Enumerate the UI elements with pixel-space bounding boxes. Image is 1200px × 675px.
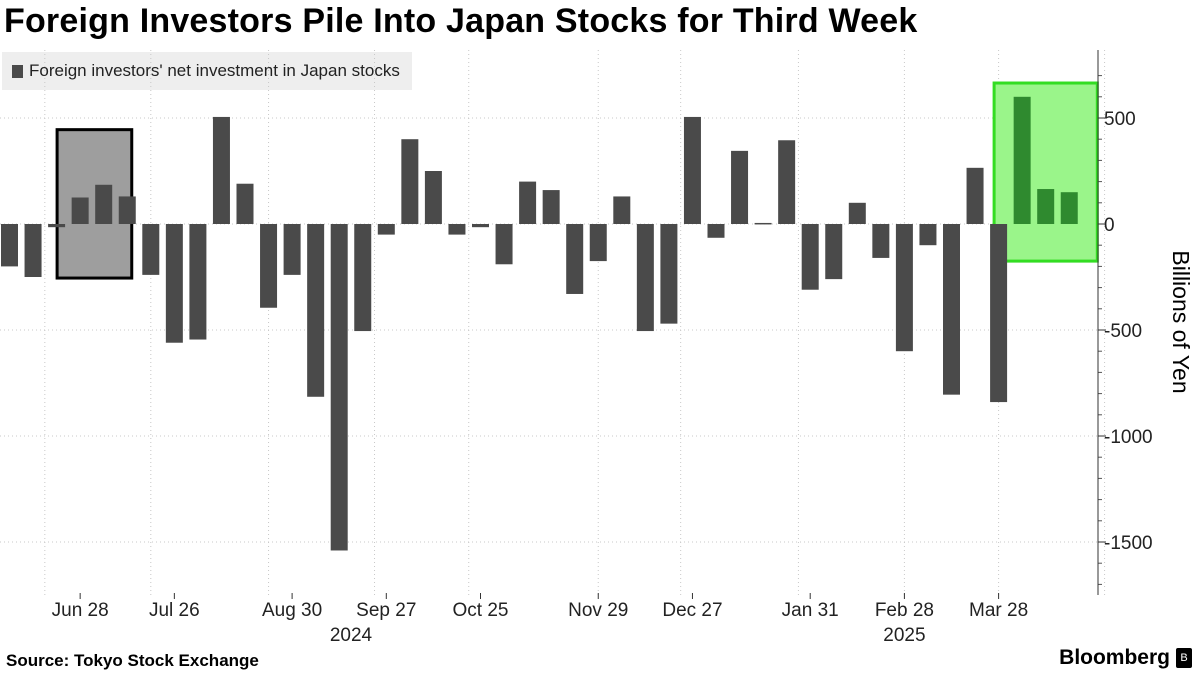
legend: Foreign investors' net investment in Jap…	[2, 52, 412, 90]
bar	[260, 224, 278, 308]
bar	[589, 224, 607, 262]
bar	[566, 224, 584, 294]
bar	[377, 224, 395, 235]
bloomberg-mark-icon: B	[1176, 648, 1192, 668]
bar	[825, 224, 843, 280]
bar	[919, 224, 937, 246]
green-highlight-box	[992, 81, 1099, 263]
bar	[212, 116, 230, 224]
bars	[1, 96, 1078, 551]
bar	[848, 202, 866, 224]
bar	[754, 222, 772, 225]
y-tick-label: -1500	[1104, 533, 1153, 554]
bar	[683, 116, 701, 224]
bar	[1, 224, 18, 267]
x-tick-label: Sep 27	[356, 600, 416, 621]
source-note: Source: Tokyo Stock Exchange	[6, 651, 259, 670]
bar	[1037, 189, 1055, 224]
bar	[1060, 192, 1078, 224]
bar	[519, 181, 537, 224]
bar	[707, 224, 725, 238]
x-tick-label: Jul 26	[149, 600, 200, 621]
bar	[401, 139, 419, 224]
bloomberg-logo: Bloomberg	[1059, 646, 1170, 669]
brand: Bloomberg B	[1059, 646, 1192, 670]
bar	[636, 224, 654, 332]
bar	[142, 224, 160, 275]
legend-swatch	[12, 64, 23, 78]
x-tick-label: Oct 25	[453, 600, 509, 621]
bar	[354, 224, 372, 332]
bar	[472, 224, 489, 228]
bar	[495, 224, 513, 265]
x-tick-label: Mar 28	[969, 600, 1028, 621]
bar	[24, 224, 42, 277]
x-tick-label: Dec 27	[662, 600, 722, 621]
bar	[424, 171, 442, 224]
x-axis-labels: Jun 28 Jul 26 Aug 30 Sep 27 Oct 25 Nov 29 Dec …	[52, 593, 1028, 646]
bar	[71, 197, 89, 224]
x-tick-label: Feb 28	[875, 600, 934, 621]
bar	[165, 224, 183, 343]
x-tick-label: Nov 29	[568, 600, 628, 621]
bar	[801, 224, 819, 290]
gridlines	[0, 50, 1106, 595]
x-tick-label: Aug 30	[262, 600, 322, 621]
x-year-label: 2024	[330, 625, 373, 646]
bar	[542, 190, 560, 224]
bar	[307, 224, 325, 397]
y-tick-label: 500	[1104, 109, 1136, 130]
legend-label: Foreign investors' net investment in Jap…	[29, 61, 400, 80]
y-axis-title: Billions of Yen	[1168, 250, 1194, 393]
bar	[895, 224, 913, 352]
bar	[236, 183, 254, 224]
bar	[1013, 96, 1031, 224]
bar	[872, 224, 890, 258]
bar	[330, 224, 348, 551]
y-tick-label: 0	[1104, 215, 1115, 236]
x-tick-label: Jun 28	[52, 600, 109, 621]
bar	[990, 224, 1008, 403]
annotation-boxes	[55, 81, 1099, 280]
bar	[283, 224, 301, 275]
x-tick-label: Jan 31	[782, 600, 839, 621]
y-axis: 500 0 -500 -1000 -1500	[1097, 50, 1153, 595]
chart-title: Foreign Investors Pile Into Japan Stocks…	[4, 2, 918, 40]
bar	[448, 224, 466, 235]
bar	[660, 224, 678, 324]
bar	[778, 140, 796, 224]
bar	[118, 196, 136, 224]
bar	[95, 184, 113, 224]
y-tick-label: -500	[1104, 321, 1142, 342]
y-tick-label: -1000	[1104, 427, 1153, 448]
bar	[731, 150, 749, 224]
bar	[189, 224, 207, 340]
bar	[48, 224, 66, 228]
bar	[613, 196, 631, 224]
bar	[943, 224, 960, 395]
x-year-label: 2025	[883, 625, 925, 646]
bar	[966, 167, 984, 224]
